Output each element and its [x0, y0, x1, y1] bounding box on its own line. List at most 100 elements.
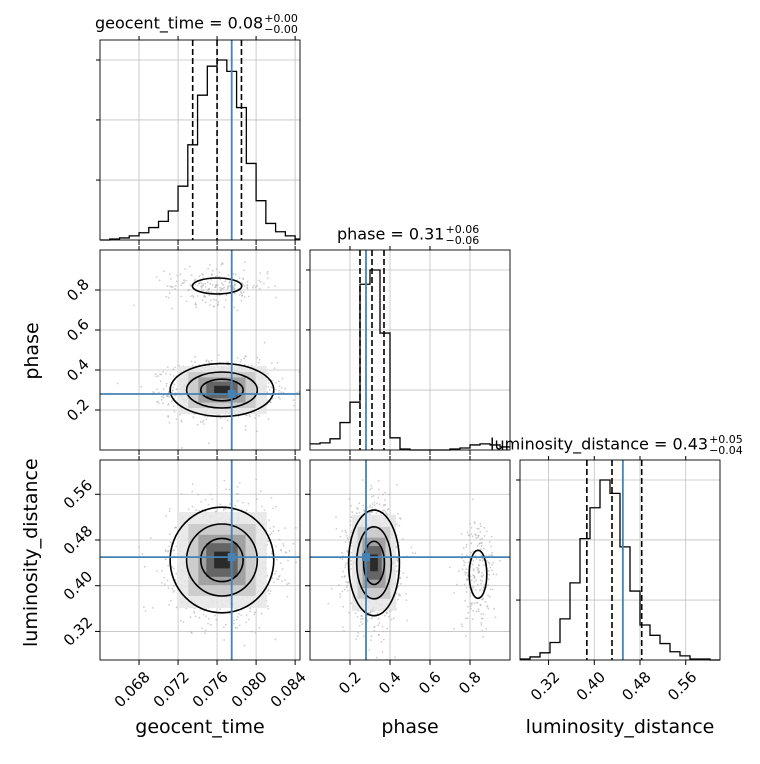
sample-point: [473, 576, 476, 579]
sample-point: [396, 560, 399, 563]
sample-point: [227, 274, 230, 277]
sample-point: [173, 567, 175, 570]
sample-point: [219, 286, 222, 289]
sample-point: [211, 498, 214, 500]
sample-point: [190, 360, 193, 363]
sample-point: [453, 592, 455, 594]
sample-point: [482, 635, 484, 638]
sample-point: [338, 584, 340, 587]
y-tick-label: 0.2: [63, 395, 93, 425]
marginal-panel-phase: [306, 250, 510, 451]
sample-point: [207, 360, 210, 363]
sample-point: [169, 508, 171, 510]
sample-point: [263, 282, 265, 285]
sample-point: [168, 545, 171, 548]
sample-point: [258, 415, 260, 417]
sample-point: [182, 621, 185, 623]
sample-point: [371, 503, 374, 505]
sample-point: [276, 558, 278, 561]
sample-point: [351, 511, 354, 513]
marginal-panel-geocent_time: [96, 40, 300, 241]
sample-point: [272, 507, 274, 510]
sample-point: [172, 549, 174, 552]
sample-point: [378, 633, 380, 636]
sample-point: [267, 607, 270, 610]
sample-point: [382, 630, 385, 633]
sample-point: [465, 634, 467, 637]
sample-point: [175, 545, 178, 548]
sample-point: [470, 527, 473, 529]
sample-point: [343, 630, 345, 632]
sample-point: [474, 522, 476, 525]
sample-point: [465, 543, 468, 546]
sample-point: [175, 572, 178, 575]
sample-point: [349, 520, 352, 522]
sample-point: [388, 493, 390, 496]
sample-point: [488, 573, 491, 576]
sample-point: [463, 564, 465, 566]
sample-point: [232, 288, 235, 291]
sample-point: [179, 413, 181, 416]
sample-point: [402, 572, 405, 575]
sample-point: [469, 592, 472, 594]
sample-point: [378, 622, 381, 625]
sample-point: [373, 504, 376, 507]
sample-point: [191, 364, 194, 367]
sample-point: [358, 625, 361, 627]
sample-point: [348, 541, 351, 543]
sample-point: [476, 566, 479, 569]
sample-point: [483, 535, 486, 537]
sample-point: [395, 570, 398, 573]
sample-point: [211, 269, 214, 272]
sample-point: [414, 552, 417, 555]
sample-point: [361, 623, 364, 626]
sample-point: [278, 389, 281, 392]
marginal-title-luminosity-distance: luminosity_distance = 0.43 +0.05 −0.04: [490, 433, 743, 457]
sample-point: [140, 385, 143, 388]
sample-point: [203, 294, 206, 297]
sample-point: [162, 396, 165, 399]
sample-point: [480, 545, 483, 547]
sample-point: [481, 598, 483, 601]
sample-point: [211, 283, 214, 286]
sample-point: [274, 285, 276, 288]
joint-frame-geocent_time-phase: [99, 249, 301, 451]
sample-point: [217, 303, 220, 305]
sample-point: [470, 607, 472, 610]
sample-point: [471, 535, 474, 538]
sample-point: [185, 279, 187, 282]
contour-secondary: [191, 277, 243, 295]
sample-point: [276, 361, 279, 364]
sample-point: [460, 533, 463, 535]
sample-point: [279, 549, 282, 551]
sample-point: [280, 387, 283, 389]
sample-point: [194, 355, 197, 358]
sample-point: [267, 588, 270, 590]
sample-point: [204, 510, 207, 513]
sample-point: [142, 606, 145, 609]
sample-point: [474, 533, 477, 536]
sample-point: [228, 281, 231, 283]
sample-point: [411, 552, 414, 554]
sample-point: [173, 410, 176, 413]
sample-point: [288, 550, 291, 552]
sample-point: [386, 627, 388, 630]
sample-point: [395, 592, 398, 595]
x-tick-label: 0.076: [189, 668, 232, 711]
sample-point: [254, 632, 257, 634]
sample-point: [394, 656, 396, 659]
sample-point: [486, 560, 488, 562]
sample-point: [205, 615, 207, 618]
sample-point: [254, 417, 256, 419]
sample-point: [345, 562, 348, 564]
sample-point: [143, 565, 146, 568]
sample-point: [341, 558, 344, 561]
sample-point: [157, 402, 160, 405]
sample-point: [383, 614, 386, 617]
sample-point: [347, 589, 349, 592]
sample-point: [169, 273, 171, 276]
sample-point: [355, 638, 357, 640]
sample-point: [366, 512, 369, 515]
sample-point: [469, 602, 472, 605]
sample-point: [278, 574, 281, 577]
